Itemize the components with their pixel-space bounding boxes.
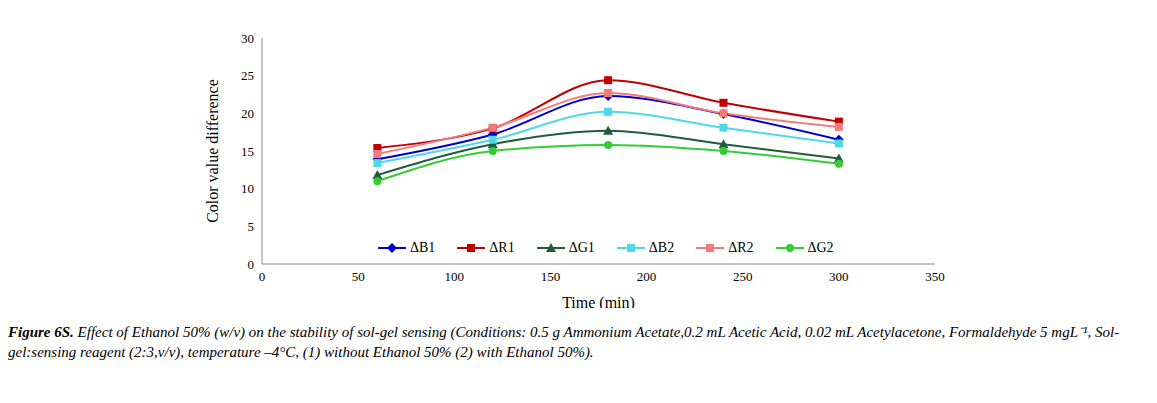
svg-text:150: 150: [541, 269, 561, 284]
svg-text:50: 50: [352, 269, 365, 284]
svg-text:0: 0: [248, 257, 255, 272]
html-text:ΔG1: ΔG1: [568, 240, 595, 255]
svg-text:Time (min): Time (min): [562, 294, 635, 308]
svg-text:200: 200: [637, 269, 657, 284]
svg-text:350: 350: [925, 269, 945, 284]
html-text:ΔB1: ΔB1: [410, 240, 436, 255]
html-text:ΔR2: ΔR2: [728, 240, 754, 255]
svg-text:5: 5: [248, 219, 255, 234]
svg-text:100: 100: [445, 269, 465, 284]
svg-text:30: 30: [241, 31, 254, 46]
html-text:ΔB2: ΔB2: [648, 240, 675, 255]
svg-text:0: 0: [259, 269, 266, 284]
svg-text:15: 15: [241, 144, 254, 159]
html-text:Figure 6S. Effect of Ethanol 5: Figure 6S. Effect of Ethanol 50% (w/v) o…: [8, 324, 1120, 360]
svg-text:25: 25: [241, 68, 254, 83]
html-text:ΔR1: ΔR1: [489, 240, 515, 255]
svg-text:250: 250: [733, 269, 753, 284]
svg-text:300: 300: [829, 269, 849, 284]
svg-text:Color value difference: Color value difference: [204, 79, 221, 223]
html-text:ΔG2: ΔG2: [807, 240, 834, 255]
svg-text:10: 10: [241, 181, 254, 196]
svg-text:20: 20: [241, 106, 254, 121]
